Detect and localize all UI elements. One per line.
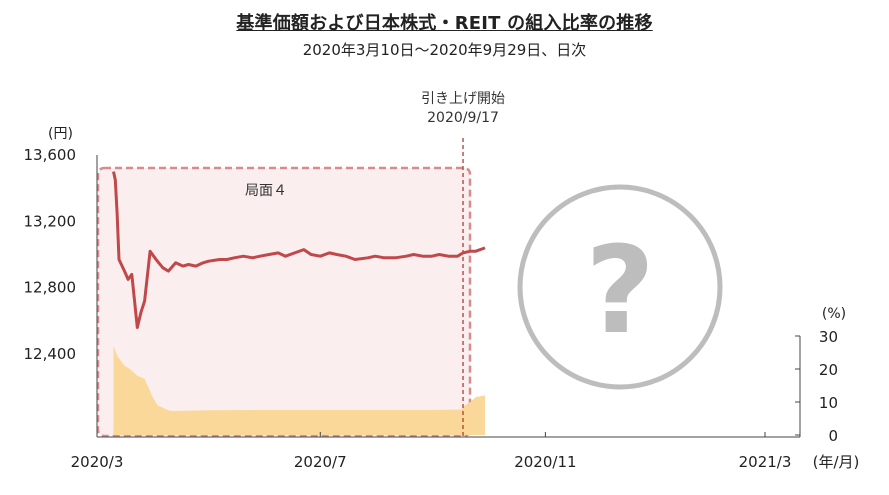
- right-tick-label: 0: [828, 427, 838, 445]
- right-tick-label: 20: [819, 361, 838, 379]
- axes-layer: [96, 155, 801, 438]
- nav-line: [112, 171, 486, 329]
- x-axis-unit: (年/月): [813, 453, 860, 471]
- x-tick-label: 2020/3: [71, 453, 124, 471]
- nav-line-layer: [112, 138, 486, 436]
- x-tick-label: 2020/7: [294, 453, 347, 471]
- chart-subtitle: 2020年3月10日〜2020年9月29日、日次: [302, 41, 587, 59]
- event-label: 引き上げ開始: [421, 91, 505, 107]
- left-tick-label: 12,800: [24, 279, 77, 297]
- left-tick-label: 13,200: [24, 212, 77, 230]
- phase-box-layer: [96, 166, 472, 438]
- chart-title: 基準価額および日本株式・REIT の組入比率の推移: [236, 13, 653, 34]
- question-mark: ?: [585, 222, 655, 361]
- phase-box: [96, 166, 472, 438]
- ratio-area-layer: [113, 345, 486, 435]
- ratio-area: [113, 345, 486, 435]
- phase-label: 局面４: [245, 183, 287, 199]
- labels-layer: 局面４ 引き上げ開始 2020/9/17? (円) 13,600 13,200 12,800…: [24, 91, 860, 471]
- x-tick-label: 2020/11: [514, 453, 576, 471]
- x-tick-label: 2021/3: [739, 453, 792, 471]
- right-axis-unit: (%): [822, 306, 846, 322]
- right-tick-label: 30: [819, 328, 838, 346]
- left-tick-label: 13,600: [24, 146, 77, 164]
- left-tick-label: 12,400: [24, 345, 77, 363]
- question-circle: [517, 184, 723, 390]
- event-date-label: 2020/9/17: [427, 110, 499, 126]
- left-axis-unit: (円): [48, 126, 73, 142]
- right-tick-label: 10: [819, 394, 838, 412]
